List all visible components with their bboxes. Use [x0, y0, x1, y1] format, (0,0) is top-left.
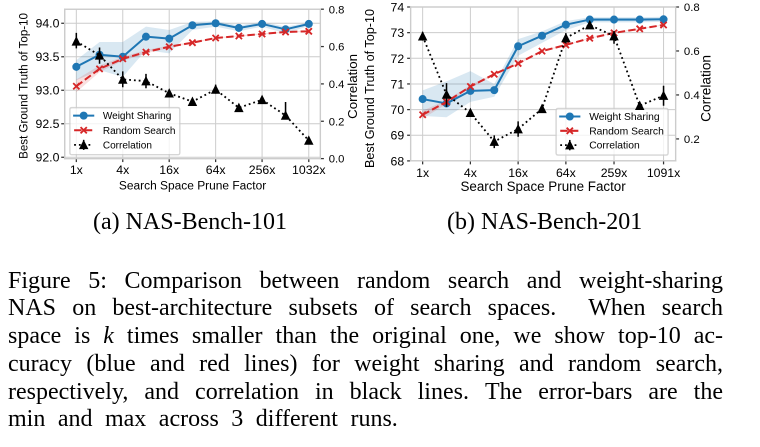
svg-text:72: 72 [391, 52, 405, 66]
svg-text:94.0: 94.0 [36, 17, 60, 31]
svg-text:Best Ground Truth of Top-10: Best Ground Truth of Top-10 [363, 9, 377, 168]
svg-text:256x: 256x [249, 163, 276, 177]
svg-text:0.8: 0.8 [684, 2, 700, 14]
svg-text:Random Search: Random Search [103, 126, 176, 137]
svg-text:Weight Sharing: Weight Sharing [103, 111, 172, 122]
svg-text:93.5: 93.5 [36, 50, 60, 64]
svg-text:Best Ground Truth of Top-10: Best Ground Truth of Top-10 [19, 13, 31, 159]
svg-text:0.6: 0.6 [684, 46, 700, 58]
svg-text:0.4: 0.4 [329, 79, 345, 91]
svg-text:4x: 4x [116, 163, 130, 177]
svg-text:4x: 4x [464, 166, 478, 180]
svg-text:16x: 16x [508, 166, 529, 180]
svg-text:0.4: 0.4 [684, 90, 700, 102]
svg-text:71: 71 [391, 77, 405, 91]
svg-text:Search Space Prune Factor: Search Space Prune Factor [119, 178, 266, 192]
svg-text:64x: 64x [206, 163, 227, 177]
svg-text:92.5: 92.5 [36, 117, 60, 131]
svg-text:1032x: 1032x [292, 163, 326, 177]
svg-text:68: 68 [391, 154, 405, 168]
svg-text:73: 73 [391, 26, 405, 40]
svg-text:74: 74 [391, 0, 405, 14]
svg-text:Correlation: Correlation [589, 141, 640, 152]
svg-text:259x: 259x [601, 166, 628, 180]
svg-text:69: 69 [391, 129, 405, 143]
svg-text:0.8: 0.8 [329, 4, 345, 16]
svg-text:64x: 64x [556, 166, 577, 180]
svg-text:Weight Sharing: Weight Sharing [589, 112, 660, 123]
svg-text:Correlation: Correlation [699, 55, 714, 122]
svg-text:1x: 1x [416, 166, 430, 180]
svg-text:16x: 16x [159, 163, 180, 177]
svg-text:1x: 1x [70, 163, 84, 177]
svg-text:Correlation: Correlation [103, 140, 152, 151]
svg-text:0.2: 0.2 [329, 116, 345, 128]
svg-text:0.6: 0.6 [329, 42, 345, 54]
svg-text:1091x: 1091x [647, 166, 681, 180]
svg-text:Search Space Prune Factor: Search Space Prune Factor [460, 179, 626, 194]
svg-text:0.0: 0.0 [329, 154, 345, 166]
svg-text:93.0: 93.0 [36, 84, 60, 98]
svg-text:70: 70 [391, 103, 405, 117]
svg-text:92.0: 92.0 [36, 151, 60, 165]
svg-text:Random Search: Random Search [589, 126, 664, 137]
svg-text:0.2: 0.2 [684, 134, 700, 146]
svg-text:Correlation: Correlation [345, 54, 360, 119]
